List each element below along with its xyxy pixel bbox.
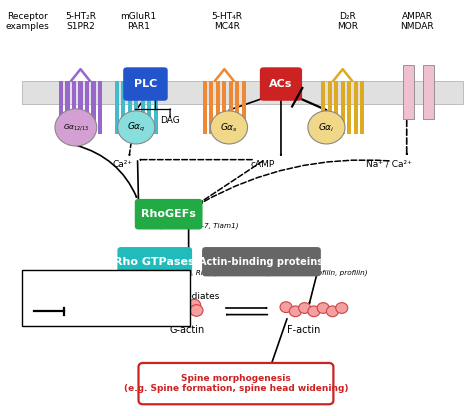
Circle shape xyxy=(327,306,338,317)
Circle shape xyxy=(176,306,189,318)
FancyBboxPatch shape xyxy=(118,247,192,276)
Circle shape xyxy=(188,300,201,311)
Text: 5-HT₂R
S1PR2: 5-HT₂R S1PR2 xyxy=(65,12,96,31)
Circle shape xyxy=(289,306,301,317)
Circle shape xyxy=(210,111,247,144)
Bar xyxy=(147,81,151,134)
Text: (e.g. Rac, RhoA): (e.g. Rac, RhoA) xyxy=(159,269,218,276)
Bar xyxy=(85,81,89,134)
FancyBboxPatch shape xyxy=(123,67,168,101)
Text: Receptor
examples: Receptor examples xyxy=(5,12,49,31)
Circle shape xyxy=(308,111,345,144)
Bar xyxy=(209,81,213,134)
Bar xyxy=(65,81,70,134)
Text: Activation: Activation xyxy=(69,279,115,288)
Bar xyxy=(154,81,158,134)
Text: cAMP: cAMP xyxy=(251,160,275,168)
Circle shape xyxy=(308,306,320,317)
Bar xyxy=(141,81,145,134)
Bar xyxy=(354,81,358,134)
Text: mGluR1
PAR1: mGluR1 PAR1 xyxy=(120,12,156,31)
Text: Rho GTPases: Rho GTPases xyxy=(114,257,195,267)
Bar xyxy=(134,81,138,134)
Bar xyxy=(22,81,463,104)
Text: 5-HT₄R
MC4R: 5-HT₄R MC4R xyxy=(211,12,242,31)
Bar xyxy=(72,81,76,134)
Bar xyxy=(321,81,325,134)
Circle shape xyxy=(280,302,292,312)
Text: $G\alpha_{q}$: $G\alpha_{q}$ xyxy=(127,121,146,134)
FancyBboxPatch shape xyxy=(260,67,302,101)
Text: $G\alpha_{i}$: $G\alpha_{i}$ xyxy=(318,121,335,134)
Text: ACs: ACs xyxy=(269,79,292,89)
Bar xyxy=(334,81,338,134)
Text: $G\alpha_{s}$: $G\alpha_{s}$ xyxy=(220,121,238,134)
Text: G-actin: G-actin xyxy=(170,324,205,334)
Circle shape xyxy=(162,306,175,318)
Bar xyxy=(203,81,207,134)
Bar xyxy=(22,270,190,326)
FancyBboxPatch shape xyxy=(135,199,202,230)
Bar xyxy=(242,81,246,134)
Bar xyxy=(347,81,351,134)
Bar xyxy=(115,81,119,134)
Text: Na⁺ / Ca²⁺: Na⁺ / Ca²⁺ xyxy=(366,160,412,168)
Text: (e.g. Arp2/3, cofilin, profilin): (e.g. Arp2/3, cofilin, profilin) xyxy=(266,269,368,276)
Circle shape xyxy=(118,111,155,144)
Circle shape xyxy=(160,297,173,309)
Text: F-actin: F-actin xyxy=(287,324,320,334)
Circle shape xyxy=(336,302,348,313)
Circle shape xyxy=(317,302,329,313)
Text: PLC: PLC xyxy=(134,79,157,89)
Bar xyxy=(229,81,233,134)
Bar xyxy=(98,81,102,134)
Text: Inhibition: Inhibition xyxy=(69,307,111,316)
Bar xyxy=(235,81,239,134)
Bar xyxy=(328,81,332,134)
Bar xyxy=(121,81,125,134)
Bar xyxy=(59,81,63,134)
Bar xyxy=(91,81,96,134)
Bar xyxy=(128,81,132,134)
Circle shape xyxy=(190,305,203,316)
Bar xyxy=(216,81,220,134)
Text: D₂R
MOR: D₂R MOR xyxy=(337,12,358,31)
Text: (e.g. Kalirin-7, Tiam1): (e.g. Kalirin-7, Tiam1) xyxy=(160,222,238,228)
FancyBboxPatch shape xyxy=(138,363,333,404)
Text: Activation through intermediates: Activation through intermediates xyxy=(69,292,219,301)
Circle shape xyxy=(174,294,187,305)
Bar xyxy=(360,81,364,134)
Text: DAG: DAG xyxy=(160,116,180,125)
Text: IP₃: IP₃ xyxy=(129,116,141,125)
Text: RhoGEFs: RhoGEFs xyxy=(141,209,196,219)
Bar xyxy=(222,81,227,134)
Text: Ca²⁺: Ca²⁺ xyxy=(113,160,133,168)
FancyBboxPatch shape xyxy=(202,247,321,276)
Bar xyxy=(341,81,345,134)
Text: $G\alpha_{12/13}$: $G\alpha_{12/13}$ xyxy=(63,122,89,133)
Bar xyxy=(78,81,82,134)
Bar xyxy=(403,65,414,119)
Text: AMPAR
NMDAR: AMPAR NMDAR xyxy=(400,12,434,31)
Text: Actin-binding proteins: Actin-binding proteins xyxy=(200,257,323,267)
Circle shape xyxy=(299,302,310,313)
Bar xyxy=(423,65,434,119)
Text: Spine morphogenesis
(e.g. Spine formation, spine head widening): Spine morphogenesis (e.g. Spine formatio… xyxy=(124,374,348,393)
Circle shape xyxy=(55,109,97,146)
